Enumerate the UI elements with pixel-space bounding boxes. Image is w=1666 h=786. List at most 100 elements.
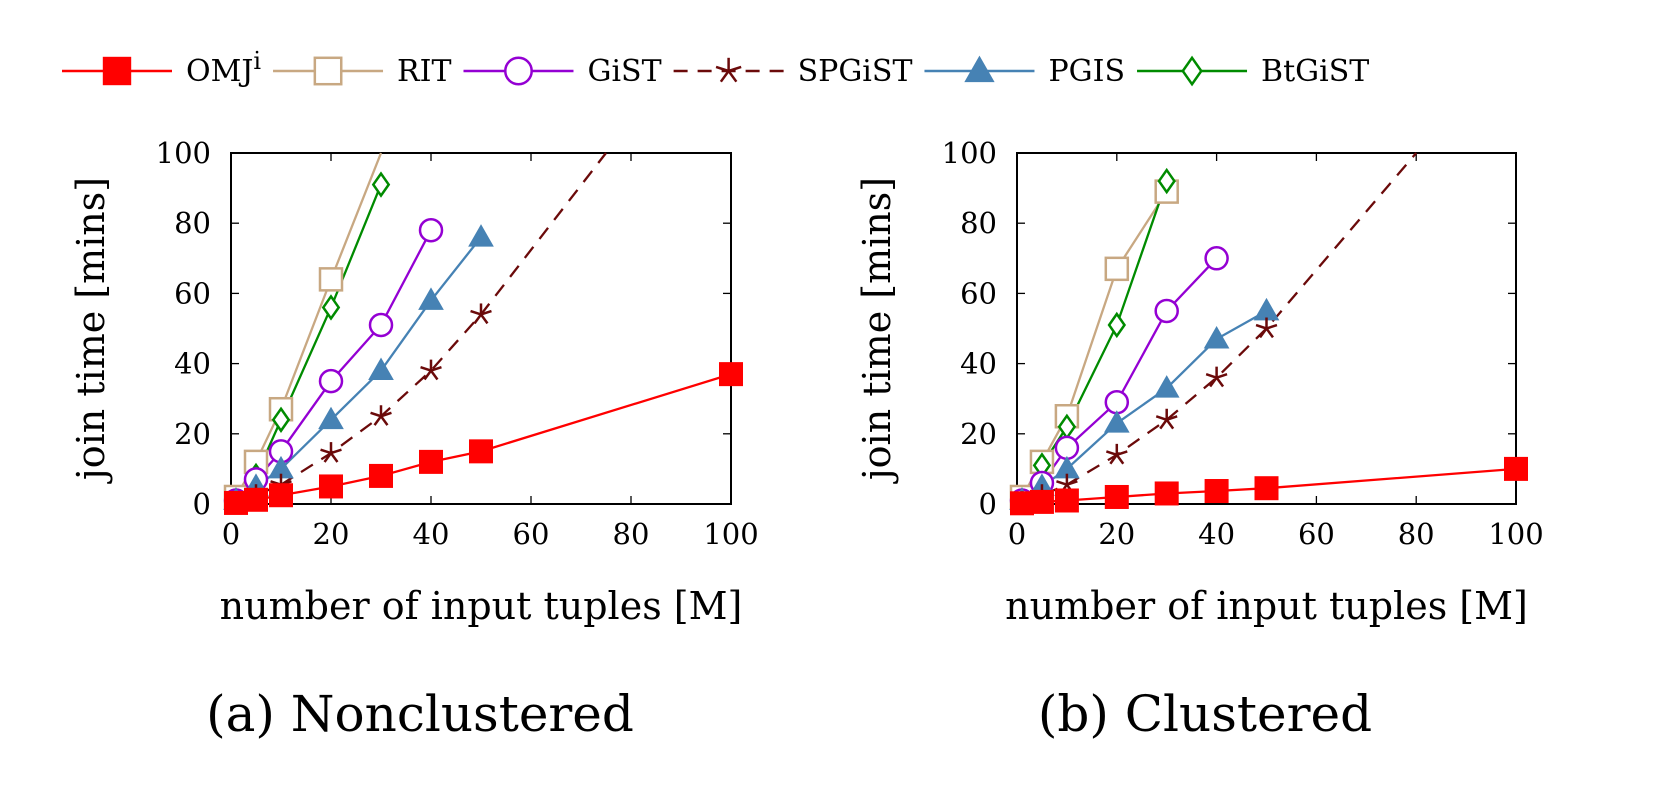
legend-entry-spgist: SPGiST	[673, 54, 913, 89]
data-point-omj	[269, 483, 293, 508]
legend-entry-rit: RIT	[273, 54, 451, 89]
x-tick-label: 40	[1198, 517, 1235, 551]
legend-entry-pgis: PGIS	[924, 54, 1125, 89]
y-axis-label: join time [mins]	[855, 177, 899, 484]
data-point-gist	[1104, 389, 1130, 415]
data-point-pgis	[318, 406, 344, 430]
data-point-omj	[469, 439, 493, 464]
legend-marker-spgist	[715, 57, 742, 83]
data-point-omj	[244, 487, 268, 512]
x-tick-label: 100	[703, 517, 758, 551]
data-point-gist	[1054, 435, 1080, 461]
x-tick-label: 80	[1398, 517, 1435, 551]
data-point-omj	[1204, 479, 1229, 504]
x-tick-label: 40	[413, 517, 450, 551]
legend-label-rit: RIT	[397, 54, 451, 89]
data-point-btgist	[1157, 167, 1176, 195]
data-point-gist	[1154, 298, 1179, 324]
data-point-spgist	[470, 303, 492, 325]
y-tick-label: 80	[960, 206, 997, 240]
x-axis-label: number of input tuples [M]	[220, 584, 743, 628]
data-point-pgis	[368, 357, 394, 381]
legend-label-spgist: SPGiST	[798, 54, 913, 89]
data-point-btgist	[321, 294, 341, 321]
data-point-pgis	[418, 287, 444, 310]
data-point-btgist	[1107, 311, 1127, 339]
y-tick-label: 20	[174, 417, 211, 451]
data-point-pgis	[1203, 325, 1230, 349]
data-point-omj	[1029, 489, 1054, 514]
chart-clustered: 0 20 40 60 80 100 0 20 40 60 80 100 number of input …	[855, 136, 1544, 743]
data-point-spgist	[1155, 408, 1178, 430]
data-point-spgist	[370, 405, 392, 426]
legend-entry-omj: OMJi	[62, 47, 261, 89]
legend-label-gist: GiST	[587, 54, 661, 89]
x-tick-label: 60	[1298, 517, 1335, 551]
x-tick-label: 0	[222, 517, 240, 551]
legend-entry-gist: GiST	[463, 54, 662, 89]
data-point-omj	[1054, 488, 1079, 513]
y-tick-label: 20	[960, 417, 997, 451]
x-tick-label: 20	[1098, 517, 1135, 551]
data-point-pgis	[468, 224, 494, 247]
data-point-pgis	[1103, 410, 1130, 433]
data-point-spgist	[1105, 443, 1128, 465]
x-tick-label: 100	[1488, 517, 1543, 551]
series-line-rit	[235, 152, 383, 498]
legend-marker-pgis	[964, 55, 995, 83]
data-point-spgist	[320, 442, 342, 463]
legend-label-omj: OMJi	[186, 47, 261, 89]
data-point-omj	[419, 449, 443, 474]
data-point-omj	[369, 463, 393, 488]
data-point-spgist	[420, 359, 442, 381]
data-point-gist	[418, 217, 444, 243]
data-point-omj	[1104, 484, 1129, 509]
x-tick-label: 20	[313, 517, 350, 551]
legend-marker-omj	[102, 56, 132, 86]
y-tick-label: 0	[979, 487, 997, 521]
data-point-gist	[318, 368, 344, 394]
y-tick-label: 60	[174, 276, 211, 310]
x-tick-label: 80	[613, 517, 650, 551]
plot-frame	[1016, 152, 1517, 505]
data-point-rit	[1104, 256, 1130, 282]
y-tick-label: 100	[156, 136, 211, 170]
legend-label-superscript: i	[253, 47, 261, 75]
series-markers	[223, 171, 743, 515]
data-point-pgis	[1153, 375, 1180, 398]
x-axis-label: number of input tuples [M]	[1005, 584, 1528, 628]
data-point-rit	[318, 267, 344, 292]
y-tick-label: 80	[174, 206, 211, 240]
y-axis-label: join time [mins]	[69, 177, 113, 484]
plot-frame	[230, 152, 732, 505]
data-point-omj	[1254, 476, 1279, 501]
data-point-omj	[224, 490, 248, 515]
y-tick-label: 60	[960, 276, 997, 310]
subfigure-caption: (b) Clustered	[1038, 685, 1372, 743]
data-point-btgist	[371, 171, 391, 198]
y-tick-label: 0	[193, 487, 211, 521]
y-tick-label: 40	[174, 347, 211, 381]
data-point-spgist	[1255, 317, 1278, 339]
data-point-omj	[319, 474, 343, 499]
x-tick-label: 60	[513, 517, 550, 551]
legend-marker-btgist	[1181, 55, 1203, 87]
data-point-pgis	[1253, 297, 1280, 321]
legend-marker-gist	[504, 56, 533, 86]
series-line-spgist	[1021, 152, 1418, 504]
data-point-omj	[1504, 456, 1528, 481]
data-point-gist	[368, 312, 394, 338]
x-tick-label: 0	[1008, 517, 1026, 551]
data-point-omj	[1009, 491, 1034, 516]
legend-label-btgist: BtGiST	[1261, 54, 1369, 89]
y-tick-label: 40	[960, 347, 997, 381]
series-line-omj	[235, 373, 731, 505]
series-markers	[1009, 167, 1528, 516]
data-point-btgist	[271, 406, 291, 433]
y-tick-label: 100	[942, 136, 997, 170]
data-point-gist	[1204, 246, 1229, 271]
subfigure-caption: (a) Nonclustered	[206, 685, 634, 743]
legend: OMJi RIT GiST SPGiST PGIS BtGiST	[62, 47, 1369, 89]
legend-label-pgis: PGIS	[1048, 54, 1125, 89]
legend-entry-btgist: BtGiST	[1137, 54, 1369, 89]
